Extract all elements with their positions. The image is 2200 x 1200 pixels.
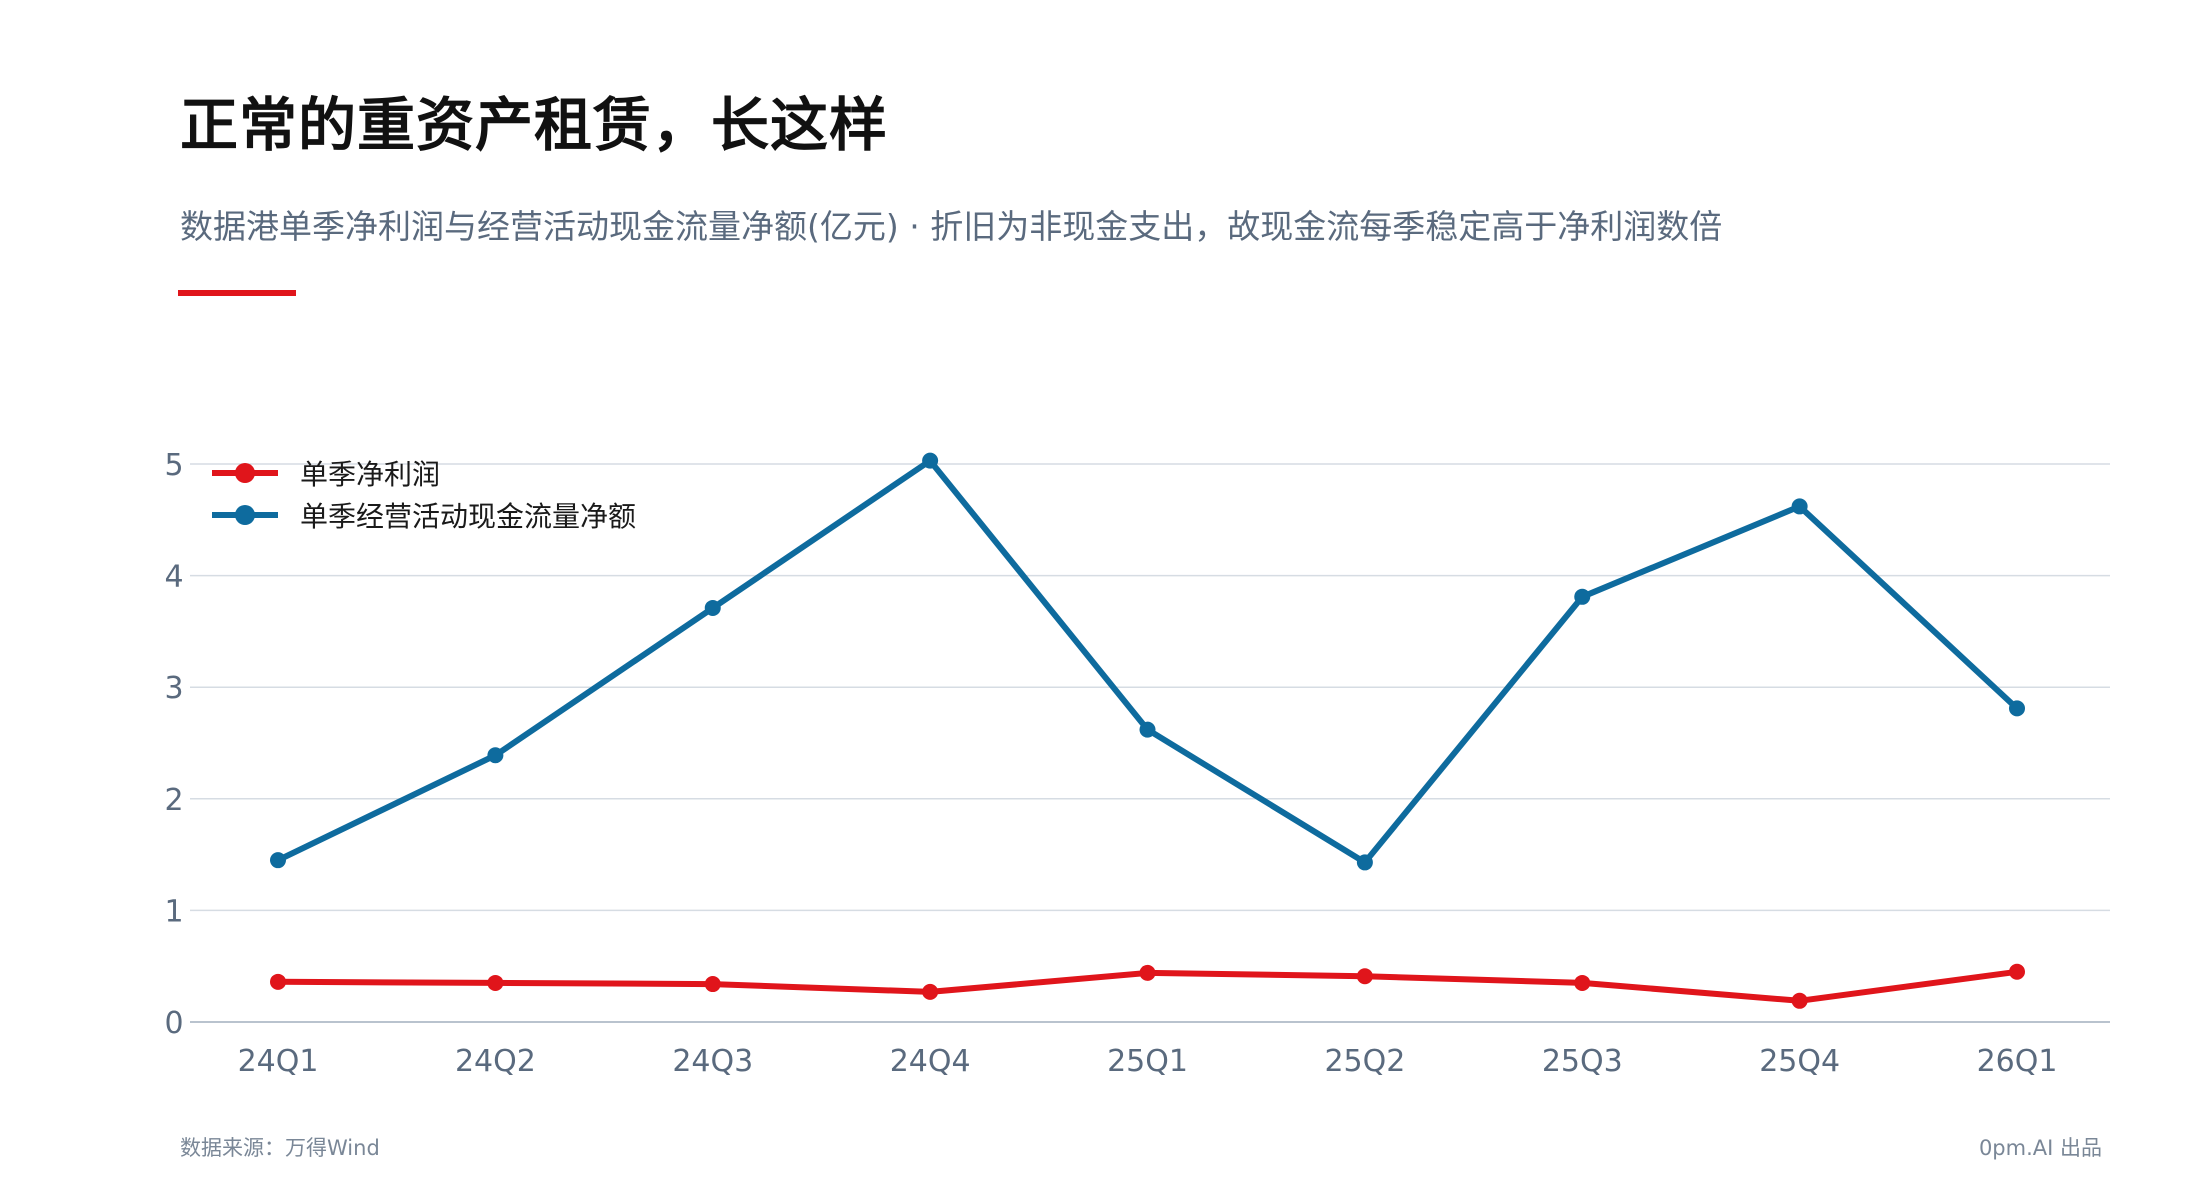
data-point (704, 976, 721, 993)
data-point (270, 973, 286, 990)
x-tick-label: 25Q3 (1542, 1044, 1623, 1079)
data-point (1356, 968, 1373, 985)
legend-label-cash-flow: 单季经营活动现金流量净额 (300, 500, 637, 533)
x-tick-label: 26Q1 (1977, 1044, 2058, 1079)
x-tick-label: 25Q1 (1107, 1044, 1188, 1079)
legend-swatch-cash-flow (212, 505, 278, 525)
y-tick-label: 2 (164, 783, 183, 818)
y-tick-label: 5 (164, 448, 183, 483)
x-tick-label: 25Q2 (1324, 1044, 1405, 1079)
gridlines (190, 463, 2110, 1023)
data-point (1356, 854, 1373, 871)
data-point (487, 974, 504, 991)
data-point (2009, 700, 2025, 717)
data-point (2009, 963, 2025, 980)
data-point (1139, 721, 1156, 738)
chart-title: 正常的重资产租赁，长这样 (180, 91, 889, 159)
x-tick-label: 24Q3 (672, 1044, 753, 1079)
x-axis-ticks: 24Q1 24Q2 24Q3 24Q4 25Q1 25Q2 25Q3 25Q4 26Q1 (238, 1044, 2058, 1079)
x-tick-label: 25Q4 (1759, 1044, 1840, 1079)
legend-label-net-profit: 单季净利润 (300, 458, 441, 491)
data-point (1574, 974, 1591, 991)
series-net-profit (270, 963, 2025, 1009)
data-point (1139, 964, 1156, 981)
data-point (487, 747, 504, 764)
legend-item-net-profit: 单季净利润 (212, 452, 636, 494)
accent-bar (178, 290, 296, 296)
y-tick-label: 4 (164, 560, 183, 595)
data-point (1791, 498, 1808, 515)
data-point (270, 852, 286, 869)
data-source: 数据来源：万得Wind (180, 1136, 380, 1160)
legend-item-cash-flow: 单季经营活动现金流量净额 (212, 494, 636, 536)
series-lines (270, 452, 2025, 1009)
data-point (922, 452, 939, 469)
data-point (704, 599, 721, 616)
data-point (922, 983, 939, 1000)
legend: 单季净利润 单季经营活动现金流量净额 (212, 452, 636, 536)
x-tick-label: 24Q1 (238, 1044, 319, 1079)
series-cash-flow (270, 452, 2025, 871)
data-point (1791, 992, 1808, 1009)
legend-swatch-net-profit (212, 463, 278, 483)
y-tick-label: 3 (164, 671, 183, 706)
x-tick-label: 24Q2 (455, 1044, 536, 1079)
chart-subtitle: 数据港单季净利润与经营活动现金流量净额(亿元) · 折旧为非现金支出，故现金流每… (180, 207, 1723, 246)
y-axis-ticks: 0 1 2 3 4 5 (164, 448, 183, 1041)
x-tick-label: 24Q4 (890, 1044, 971, 1079)
data-point (1574, 588, 1591, 605)
y-tick-label: 1 (164, 894, 183, 929)
credit: 0pm.AI 出品 (1978, 1136, 2102, 1160)
y-tick-label: 0 (164, 1006, 183, 1041)
